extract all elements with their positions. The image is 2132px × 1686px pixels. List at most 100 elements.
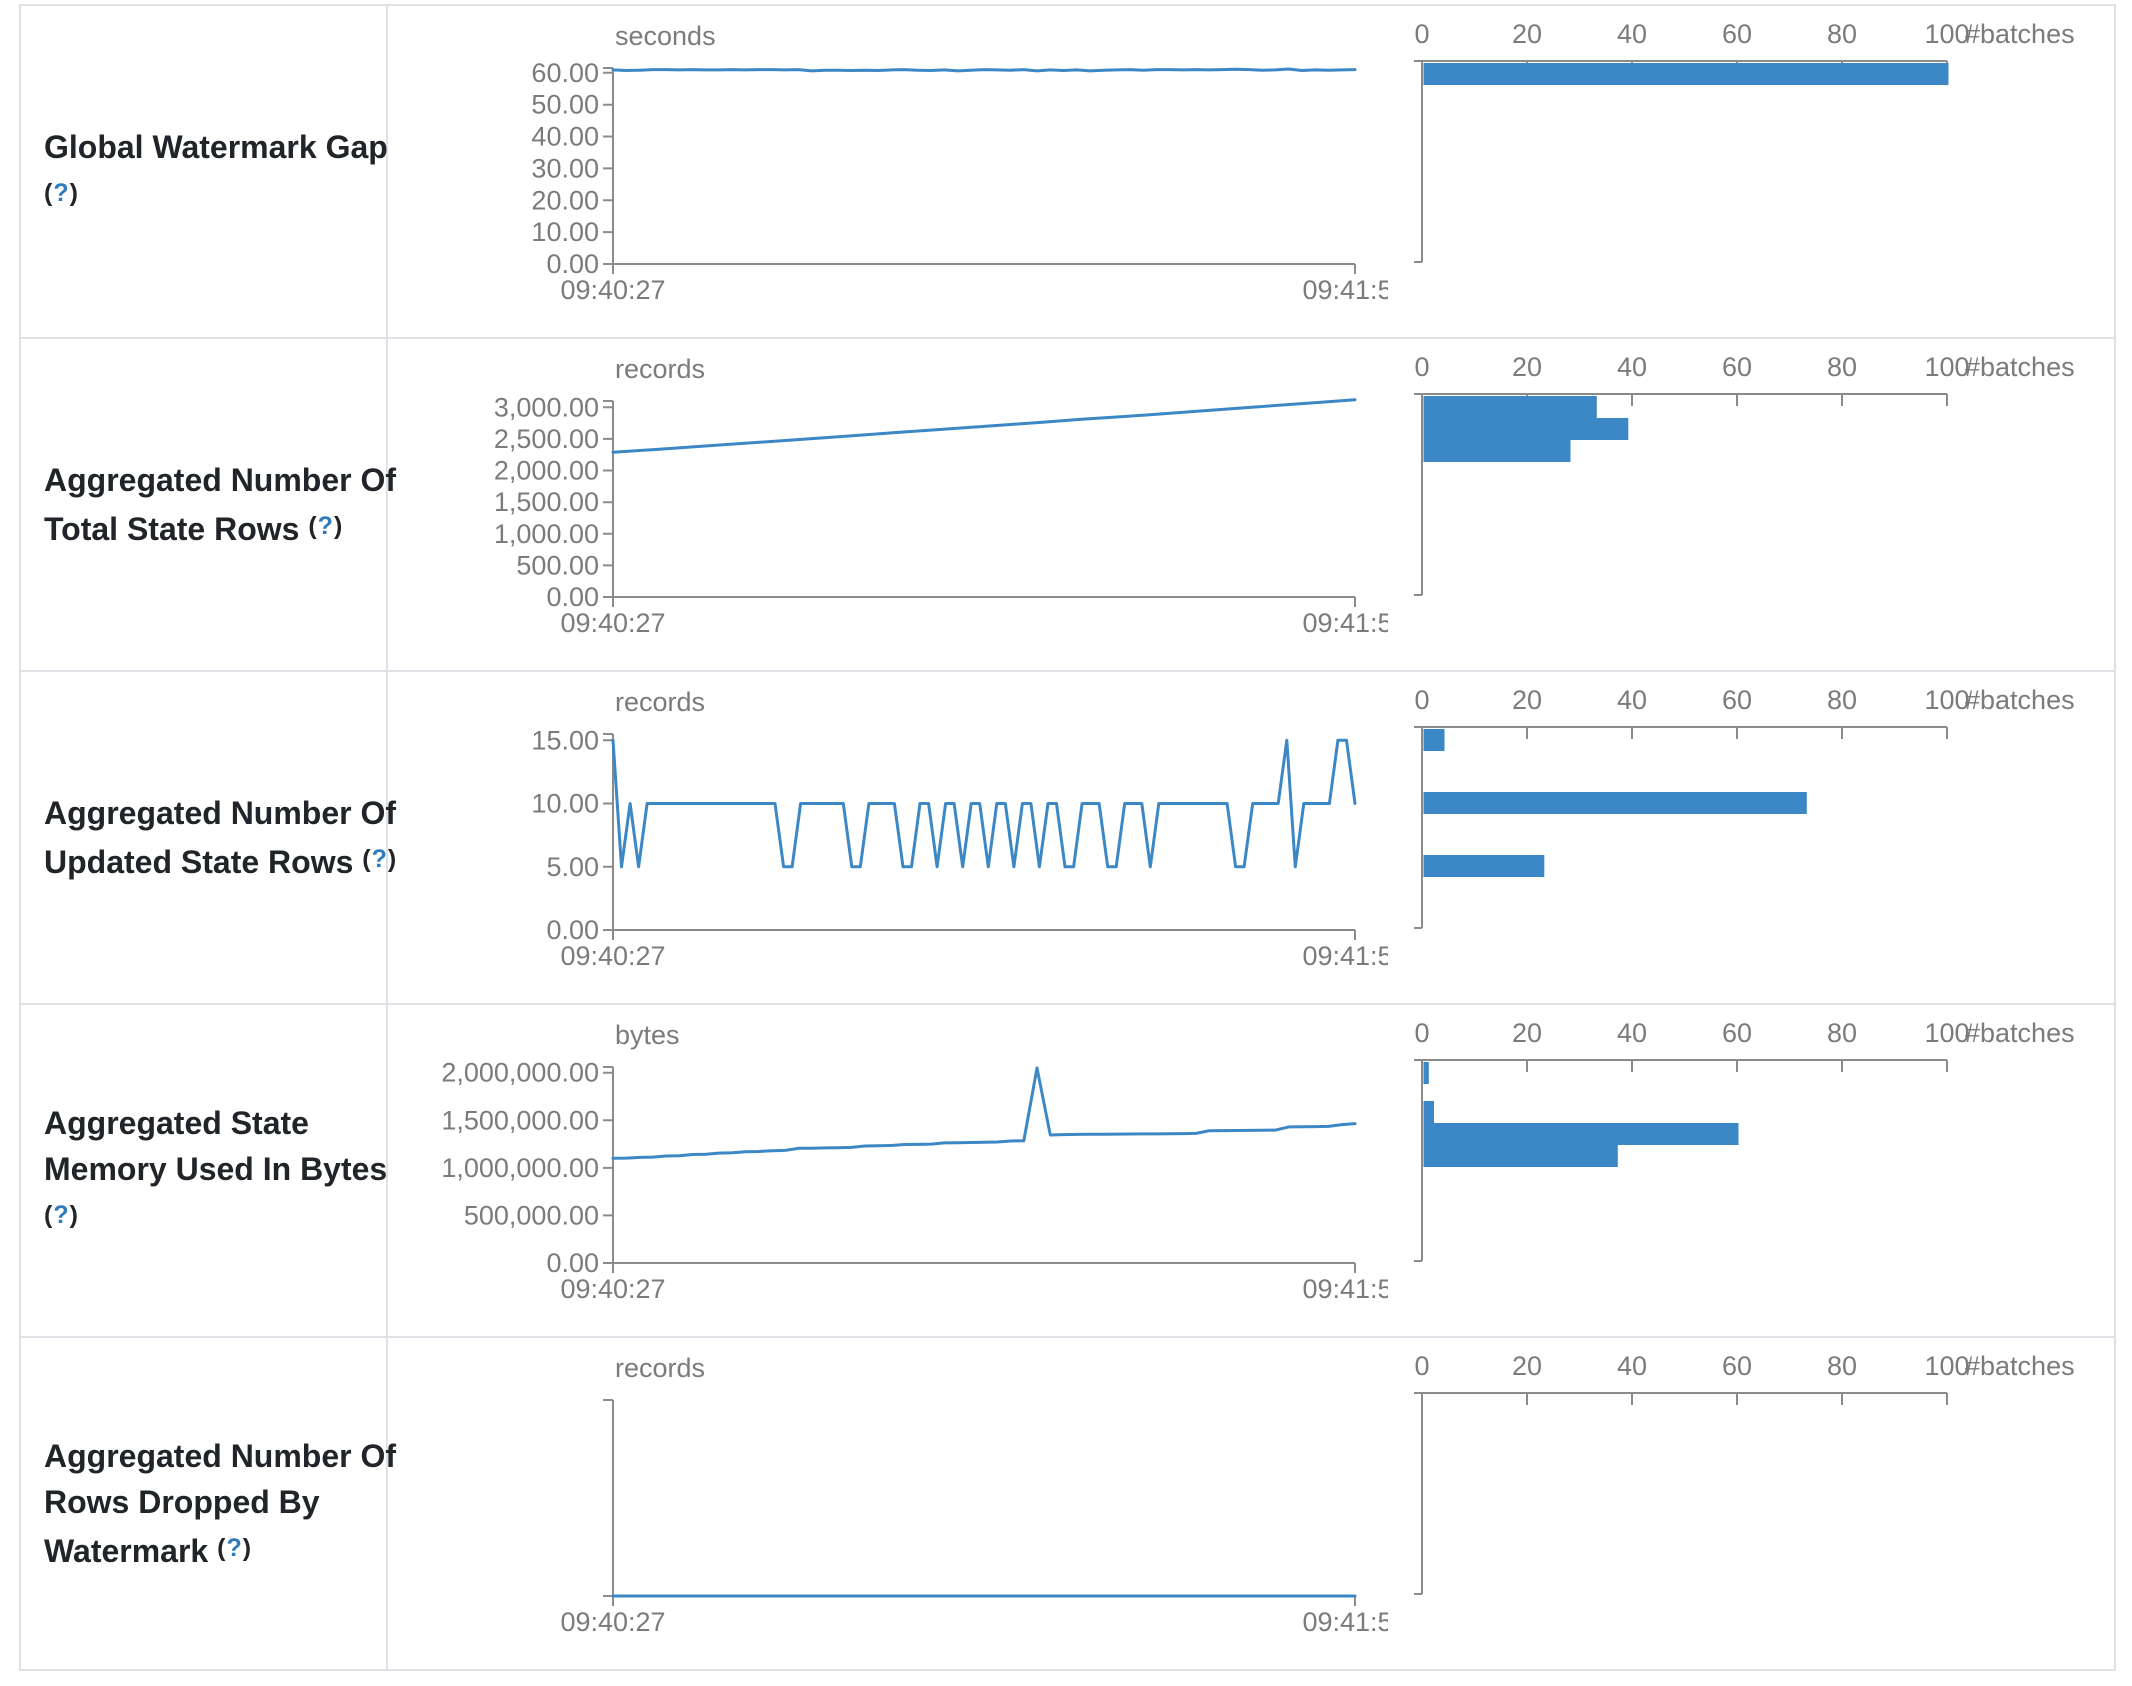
histogram-tick-label: 0 (1414, 352, 1429, 382)
y-axis-tick-label: 500,000.00 (464, 1200, 599, 1230)
histogram-tick-label: 60 (1722, 1351, 1752, 1381)
metric-charts-cell: records 15.00 10.00 5.00 0.00 09:40:27 09:41:5… (388, 672, 2114, 1003)
histogram-bar (1423, 1101, 1434, 1123)
y-axis-unit-label: records (615, 687, 705, 717)
y-axis-tick-label: 0.00 (546, 1248, 599, 1278)
help-question-mark[interactable]: ? (226, 1534, 243, 1562)
x-axis-end-time-label: 09:41:56 (1302, 1274, 1388, 1304)
help-question-mark[interactable]: ? (53, 179, 70, 207)
metric-label-line: Memory Used In Bytes (44, 1151, 388, 1187)
histogram-axis-label: #batches (1965, 1351, 2075, 1381)
histogram-bar (1423, 440, 1571, 462)
histogram-chart-4: 0 20 40 60 80 100#batches (1414, 1018, 2075, 1262)
y-axis-tick-label: 1,500,000.00 (441, 1105, 599, 1135)
histogram-bar (1423, 1062, 1429, 1084)
metric-row-4: Aggregated State Memory Used In Bytes (?) b… (21, 1005, 2114, 1338)
metric-label-line: Rows Dropped By (44, 1484, 320, 1520)
x-axis-start-time-label: 09:40:27 (560, 275, 665, 305)
metric-label-line: (?) (44, 1192, 372, 1241)
metric-charts-cell: records 09:40:27 09:41:56 0 20 40 60 80 100#batc… (388, 1338, 2114, 1669)
histogram-chart-2: 0 20 40 60 80 100#batches (1414, 352, 2075, 596)
histogram-axes (1414, 60, 1948, 263)
histogram-bar (1423, 729, 1445, 751)
y-axis-tick-label: 1,500.00 (494, 487, 599, 517)
histogram-bar (1423, 63, 1949, 85)
y-axis-tick-label: 2,000,000.00 (441, 1058, 599, 1088)
histogram-tick-label: 40 (1617, 685, 1647, 715)
x-axis-end-time-label: 09:41:56 (1302, 275, 1388, 305)
help-question-mark[interactable]: ? (371, 845, 388, 873)
x-axis-start-time-label: 09:40:27 (560, 608, 665, 638)
help-icon[interactable]: (?) (308, 512, 344, 540)
help-icon[interactable]: (?) (217, 1534, 253, 1562)
y-axis-tick-label: 50.00 (531, 90, 599, 120)
y-axis-tick-label: 500.00 (516, 550, 599, 580)
histogram-axis-label: #batches (1965, 19, 2075, 49)
histogram-axes (1414, 726, 1948, 929)
histogram-chart-3: 0 20 40 60 80 100#batches (1414, 685, 2075, 929)
x-axis-start-time-label: 09:40:27 (560, 1607, 665, 1637)
y-axis-unit-label: seconds (615, 21, 716, 51)
y-axis-unit-label: records (615, 354, 705, 384)
metric-label-line: Watermark (?) (44, 1533, 253, 1569)
x-axis-start-time-label: 09:40:27 (560, 941, 665, 971)
metric-row-1: Global Watermark Gap (?) seconds 60.00 50.00… (21, 6, 2114, 339)
histogram-axes (1414, 1059, 1948, 1262)
histogram-tick-label: 40 (1617, 1351, 1647, 1381)
histogram-tick-label: 0 (1414, 1018, 1429, 1048)
metric-label-cell: Global Watermark Gap (?) (21, 6, 388, 337)
histogram-tick-label: 0 (1414, 19, 1429, 49)
metric-label-cell: Aggregated Number Of Updated State Rows (… (21, 672, 396, 1003)
histogram-tick-label: 80 (1827, 685, 1857, 715)
timeline-axes (603, 400, 1356, 607)
y-axis-tick-label: 1,000.00 (494, 519, 599, 549)
help-question-mark[interactable]: ? (317, 512, 334, 540)
histogram-bar (1423, 855, 1545, 877)
y-axis-tick-label: 3,000.00 (494, 392, 599, 422)
y-axis-tick-label: 40.00 (531, 122, 599, 152)
histogram-axis-label: #batches (1965, 352, 2075, 382)
metric-timeline-line (611, 1066, 1357, 1160)
metric-label-line: Aggregated Number Of (44, 1438, 397, 1474)
y-axis-tick-label: 0.00 (546, 582, 599, 612)
y-axis-tick-label: 0.00 (546, 915, 599, 945)
timeline-axes (603, 733, 1356, 940)
help-question-mark[interactable]: ? (53, 1201, 70, 1229)
metric-timeline-line (611, 738, 1357, 869)
y-axis-tick-label: 5.00 (546, 852, 599, 882)
metric-label-line: Aggregated Number Of (44, 462, 397, 498)
y-axis-tick-label: 10.00 (531, 789, 599, 819)
help-icon[interactable]: (?) (44, 179, 79, 207)
help-icon[interactable]: (?) (362, 845, 398, 873)
histogram-tick-label: 60 (1722, 352, 1752, 382)
y-axis-tick-label: 30.00 (531, 153, 599, 183)
histogram-tick-label: 100 (1924, 352, 1969, 382)
metric-row-5: Aggregated Number Of Rows Dropped By Water… (21, 1338, 2114, 1671)
histogram-tick-label: 100 (1924, 685, 1969, 715)
histogram-tick-label: 20 (1512, 352, 1542, 382)
metric-row-3: Aggregated Number Of Updated State Rows (… (21, 672, 2114, 1005)
metric-timeline-line (611, 398, 1357, 454)
metric-timeline-line (611, 67, 1357, 73)
timeline-axes (603, 1399, 1356, 1606)
histogram-tick-label: 100 (1924, 19, 1969, 49)
histogram-bar (1423, 396, 1597, 418)
timeline-chart-4: bytes 2,000,000.00 1,500,000.00 1,000,000.0… (441, 1020, 1388, 1304)
histogram-axes (1414, 1392, 1948, 1595)
y-axis-tick-label: 20.00 (531, 185, 599, 215)
histogram-tick-label: 60 (1722, 1018, 1752, 1048)
metric-label-line: Total State Rows (?) (44, 511, 344, 547)
histogram-tick-label: 100 (1924, 1018, 1969, 1048)
y-axis-tick-label: 10.00 (531, 217, 599, 247)
histogram-tick-label: 60 (1722, 685, 1752, 715)
timeline-chart-5: records 09:40:27 09:41:56 (560, 1353, 1388, 1637)
histogram-axis-label: #batches (1965, 1018, 2075, 1048)
histogram-tick-label: 20 (1512, 19, 1542, 49)
streaming-query-statistics-table: Global Watermark Gap (?) seconds 60.00 50.00… (19, 4, 2116, 1671)
help-icon[interactable]: (?) (44, 1201, 79, 1229)
histogram-tick-label: 0 (1414, 685, 1429, 715)
histogram-tick-label: 80 (1827, 1351, 1857, 1381)
histogram-tick-label: 80 (1827, 1018, 1857, 1048)
metric-label-cell: Aggregated Number Of Total State Rows (?) (21, 339, 397, 670)
